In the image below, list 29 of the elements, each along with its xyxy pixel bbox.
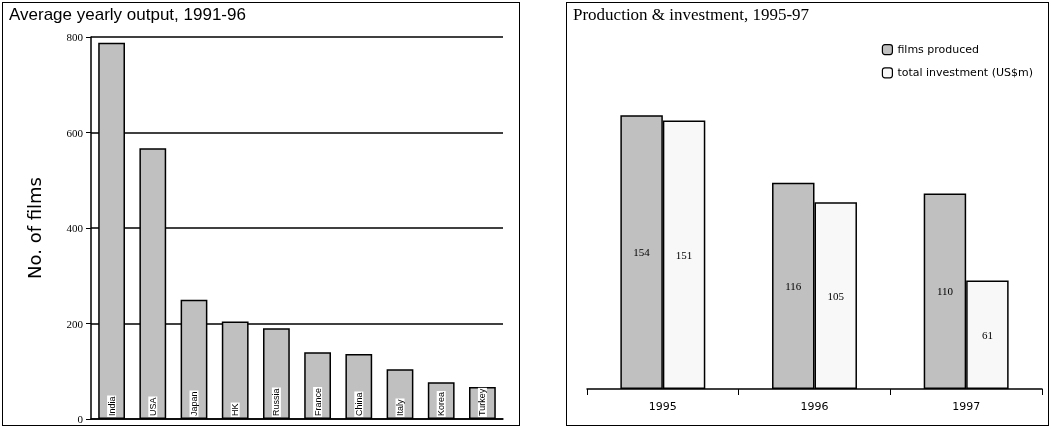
x-tick-label: Russia	[271, 388, 282, 416]
x-tick-label: Turkey	[477, 388, 488, 416]
x-tick-label: Italy	[395, 398, 405, 416]
y-axis-title: No. of films	[23, 177, 45, 279]
x-tick-label: China	[353, 392, 364, 416]
y-tick-label: 200	[66, 317, 84, 330]
x-tick-label: France	[312, 387, 323, 416]
x-tick-label: 1997	[952, 400, 981, 413]
y-tick-label: 800	[66, 31, 84, 43]
data-label: 105	[827, 289, 845, 302]
x-tick-label: Korea	[436, 391, 447, 416]
data-label: 154	[633, 246, 651, 259]
x-tick-label: HK	[230, 403, 241, 416]
legend-label: total investment (US$m)	[897, 66, 1033, 80]
y-tick-label: 400	[66, 222, 84, 234]
x-tick-label: 1996	[800, 400, 829, 413]
data-label: 61	[981, 328, 993, 341]
chart-title: Average yearly output, 1991-96	[9, 5, 246, 25]
data-label: 110	[936, 285, 954, 298]
legend-label: films produced	[897, 43, 980, 57]
x-tick-label: 1995	[648, 400, 677, 413]
x-tick-label: USA	[147, 397, 158, 416]
y-tick-label: 0	[77, 413, 84, 425]
data-label: 116	[785, 279, 802, 292]
y-tick-label: 600	[66, 126, 84, 139]
x-tick-label: Japan	[189, 391, 199, 416]
chart-title: Production & investment, 1995-97	[573, 5, 810, 25]
data-label: 151	[675, 248, 693, 261]
x-tick-label: India	[106, 396, 117, 416]
